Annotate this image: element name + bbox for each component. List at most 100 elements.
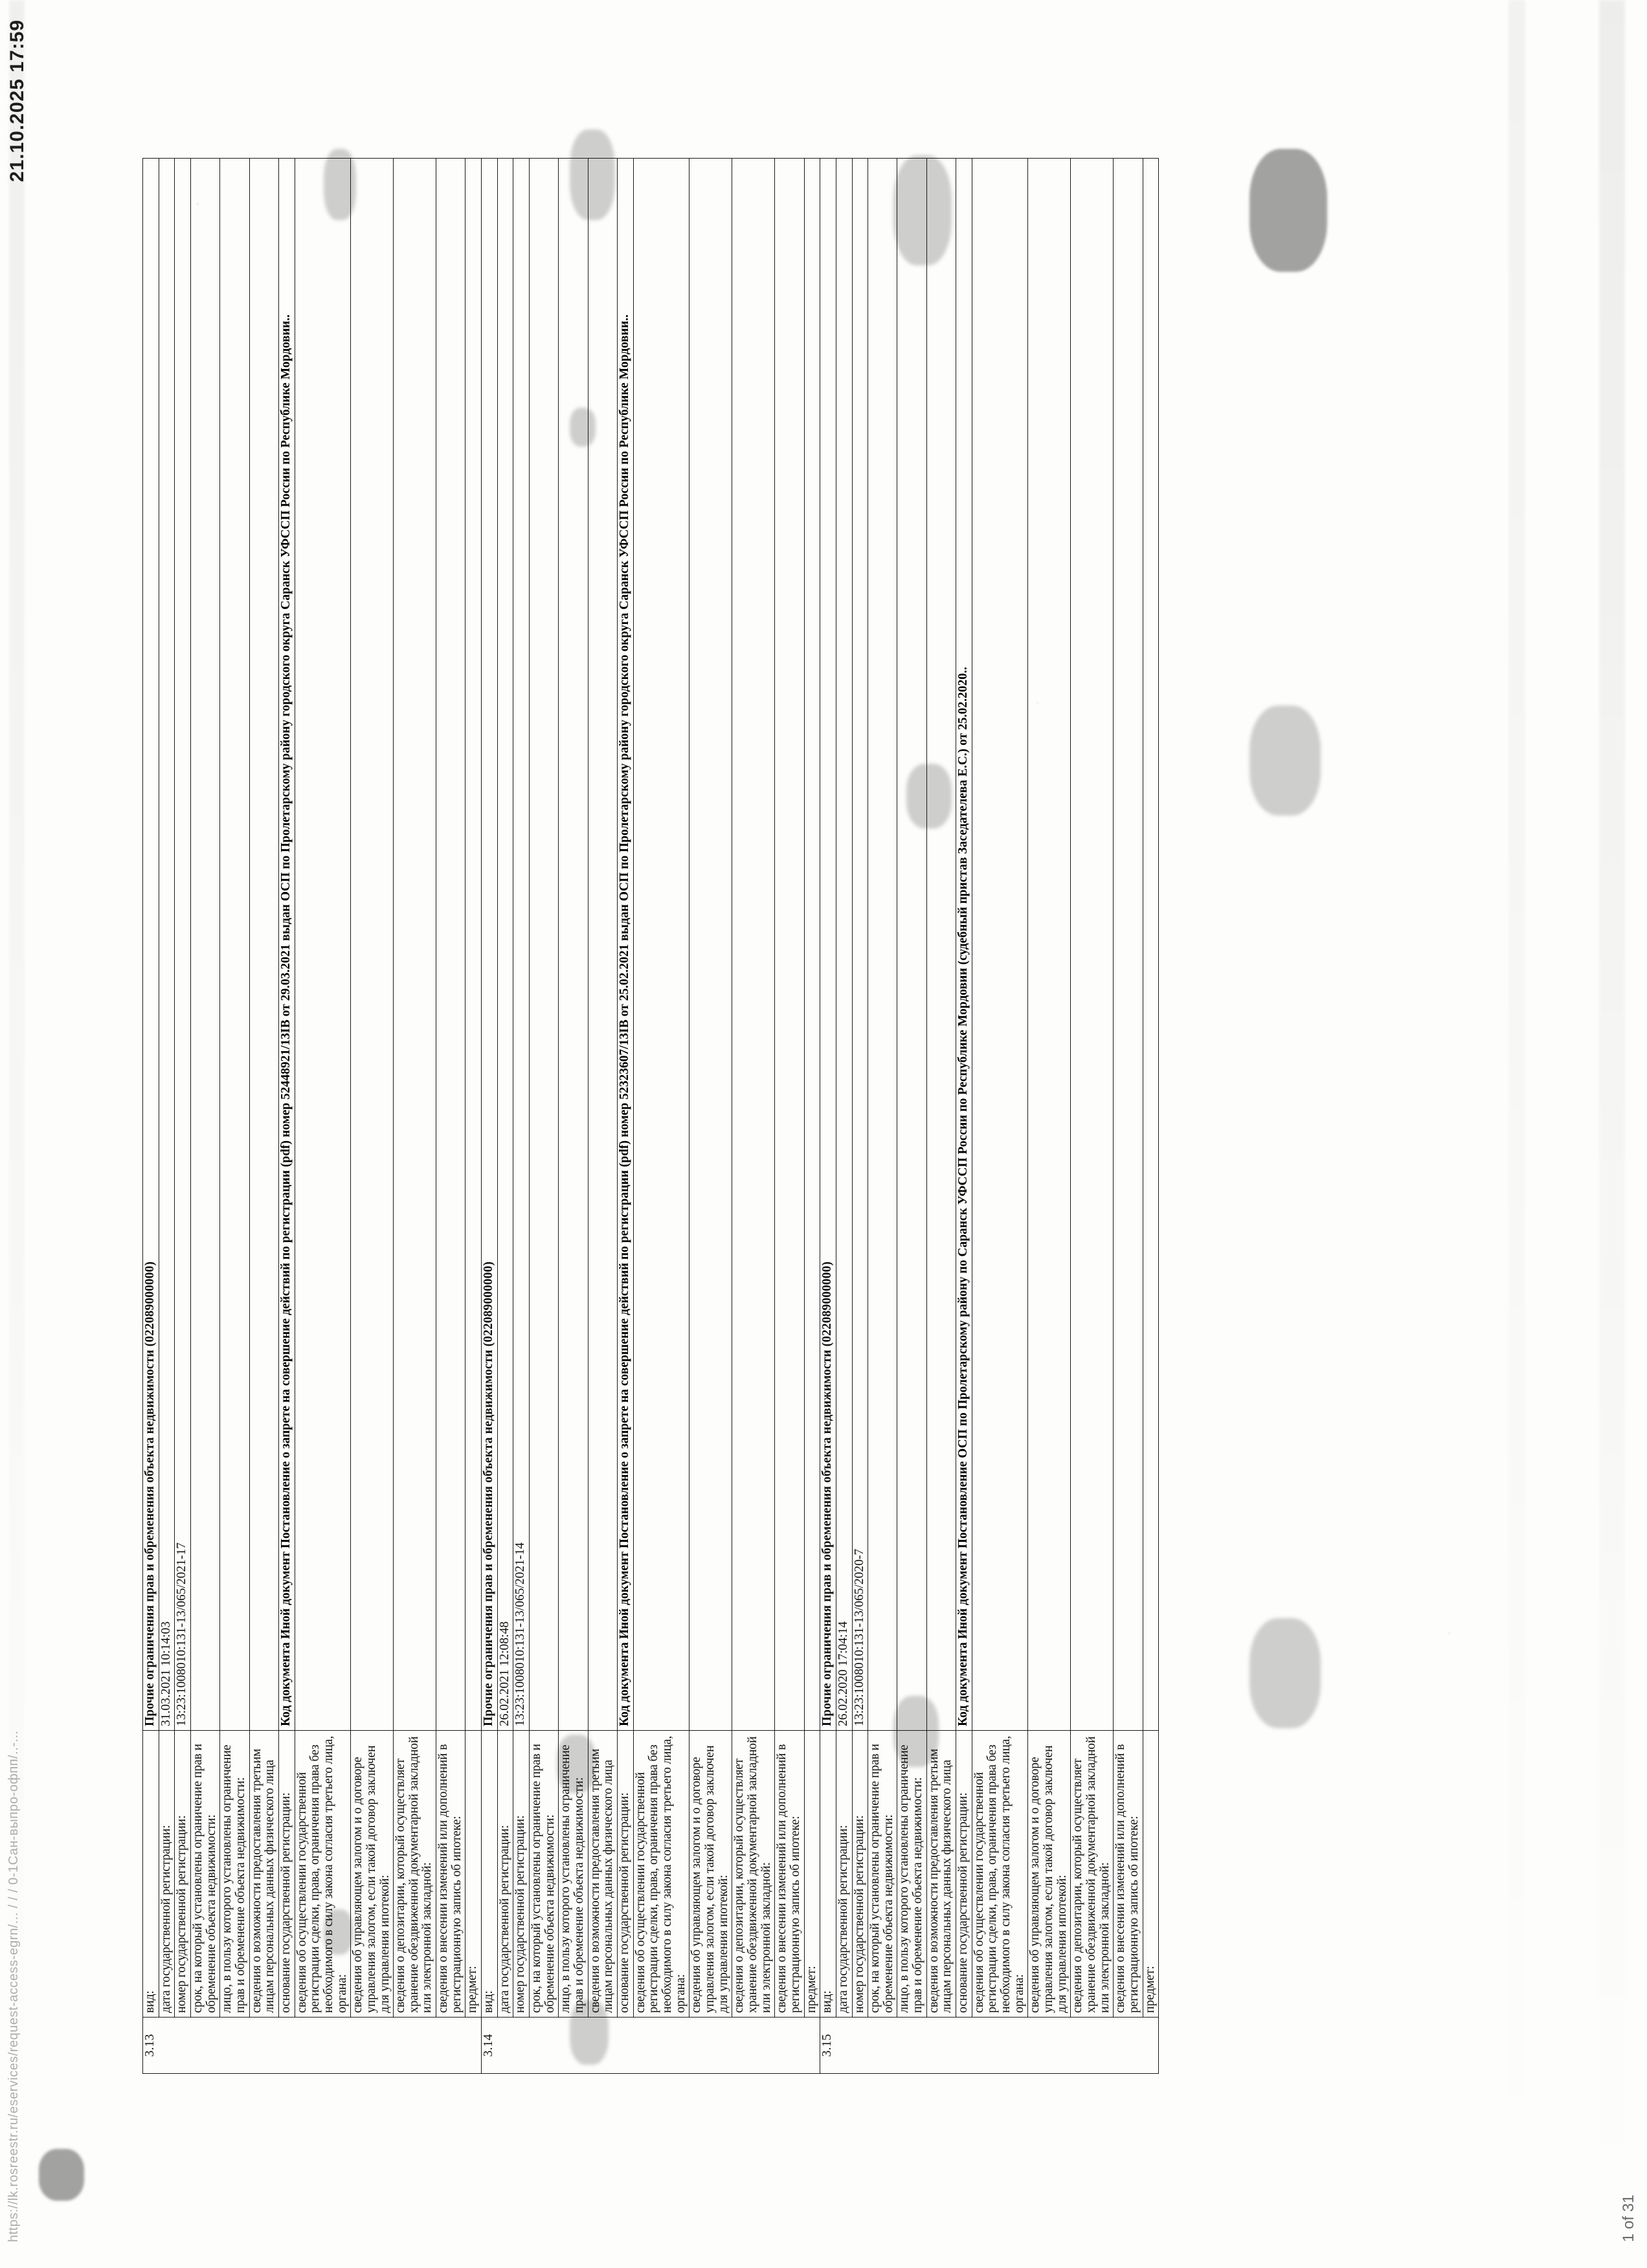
field-label-osnovanie: основание государственной регистрации: (617, 1730, 634, 2018)
field-label-osnovanie: основание государственной регистрации: (278, 1730, 295, 2018)
field-label-predmet: предмет: (465, 1730, 482, 2018)
field-label-osnovanie: основание государственной регистрации: (956, 1730, 972, 2018)
scan-smudge (1249, 1618, 1321, 1728)
scan-smudge (570, 2000, 609, 2065)
table-row: лицо, в пользу которого установлены огра… (219, 158, 250, 2074)
table-row: дата государственной регистрации: 26.02.2… (497, 158, 513, 2074)
print-timestamp: 21.10.2025 17:59 (6, 19, 28, 183)
table-row: номер государственной регистрации: 13:23:… (852, 158, 868, 2074)
table-row: номер государственной регистрации: 13:23:… (513, 158, 530, 2074)
field-label-sv-depozitariy: сведения о депозитарии, который осуществ… (393, 1730, 436, 2018)
table-row: сведения об осуществлении государственно… (972, 158, 1028, 2074)
field-label-sv-izmeneniy: сведения о внесении изменений или дополн… (774, 1730, 805, 2018)
browser-print-header: https://lk.rosreestr.ru/eservices/reques… (6, 1730, 21, 2242)
table-row: дата государственной регистрации: 26.02.2… (836, 158, 852, 2074)
encumbrances-table-body: 3.13 вид: Прочие ограничения прав и обреме… (142, 158, 1159, 2074)
table-row: сведения о внесении изменений или дополн… (1113, 158, 1143, 2074)
table-row: 3.13 вид: Прочие ограничения прав и обреме… (142, 158, 482, 2074)
table-row: сведения о внесении изменений или дополн… (436, 158, 465, 2074)
field-label-sv-izmeneniy: сведения о внесении изменений или дополн… (1113, 1730, 1143, 2018)
field-value-svedeniya-tretim (588, 158, 618, 1731)
field-label-data-gos-reg: дата государственной регистрации: (497, 1730, 513, 2018)
table-row: лицо, в пользу которого установлены огра… (897, 158, 927, 2074)
field-value-nomer-gos-reg: 13:23:1008010:131-13/065/2020-7 (852, 158, 868, 1731)
field-value-data-gos-reg: 26.02.2020 17:04:14 (836, 158, 852, 1731)
row-number-cell: 3.15 (820, 2017, 1159, 2074)
table-row: основание государственной регистрации: Ко… (278, 158, 295, 2074)
field-value-vid: Прочие ограничения прав и обременения об… (820, 158, 836, 1731)
field-label-v-polzu: лицо, в пользу которого установлены огра… (897, 1730, 927, 2018)
field-value-srok (529, 158, 559, 1731)
field-label-svedeniya-tretim: сведения о возможности предоставления тр… (588, 1730, 618, 2018)
scan-smudge (557, 1735, 596, 1793)
field-value-sv-osushch (295, 158, 351, 1731)
field-label-vid: вид: (142, 1730, 159, 2018)
field-label-v-polzu: лицо, в пользу которого установлены огра… (558, 1730, 588, 2018)
scan-smudge (324, 149, 356, 220)
field-label-sv-zalog: сведения об управляющем залогом и о дого… (1027, 1730, 1071, 2018)
field-label-data-gos-reg: дата государственной регистрации: (159, 1730, 175, 2018)
scan-edge-streak (9, 0, 25, 2268)
field-label-nomer-gos-reg: номер государственной регистрации: (174, 1730, 191, 2018)
field-label-sv-osushch: сведения об осуществлении государственно… (972, 1730, 1028, 2018)
table-row: дата государственной регистрации: 31.03.2… (159, 158, 175, 2074)
scan-smudge (1249, 706, 1321, 816)
table-row: основание государственной регистрации: Ко… (617, 158, 634, 2074)
scan-smudge (893, 1696, 939, 1767)
field-label-sv-izmeneniy: сведения о внесении изменений или дополн… (436, 1730, 465, 2018)
table-row: сведения о возможности предоставления тр… (249, 158, 279, 2074)
field-label-sv-zalog: сведения об управляющем залогом и о дого… (350, 1730, 394, 2018)
field-value-svedeniya-tretim (249, 158, 279, 1731)
field-label-svedeniya-tretim: сведения о возможности предоставления тр… (249, 1730, 279, 2018)
field-value-osnovanie: Код документа Иной документ Постановлени… (617, 158, 634, 1731)
field-value-sv-izmeneniy (436, 158, 465, 1731)
field-label-srok: срок, на который установлены ограничение… (529, 1730, 559, 2018)
field-value-predmet (1143, 158, 1159, 1731)
table-row: предмет: (465, 158, 482, 2074)
field-value-sv-zalog (1027, 158, 1071, 1731)
field-label-sv-depozitariy: сведения о депозитарии, который осуществ… (732, 1730, 775, 2018)
field-label-nomer-gos-reg: номер государственной регистрации: (513, 1730, 530, 2018)
field-label-srok: срок, на который установлены ограничение… (868, 1730, 897, 2018)
field-label-predmet: предмет: (804, 1730, 820, 2018)
table-row: срок, на который установлены ограничение… (529, 158, 559, 2074)
table-row: сведения о возможности предоставления тр… (926, 158, 956, 2074)
table-row: сведения о депозитарии, который осуществ… (1070, 158, 1114, 2074)
field-value-nomer-gos-reg: 13:23:1008010:131-13/065/2021-14 (513, 158, 530, 1731)
scan-edge-streak (1599, 0, 1625, 2268)
field-label-vid: вид: (481, 1730, 498, 2018)
scan-smudge (324, 1909, 353, 1955)
table-row: предмет: (1143, 158, 1159, 2074)
table-row: сведения об осуществлении государственно… (295, 158, 351, 2074)
table-row: срок, на который установлены ограничение… (190, 158, 220, 2074)
scan-smudge (893, 155, 952, 265)
field-value-sv-depozitariy (732, 158, 775, 1731)
table-row: основание государственной регистрации: Ко… (956, 158, 972, 2074)
field-value-osnovanie: Код документа Иной документ Постановлени… (278, 158, 295, 1731)
field-value-sv-osushch (972, 158, 1028, 1731)
field-label-svedeniya-tretim: сведения о возможности предоставления тр… (926, 1730, 956, 2018)
field-value-svedeniya-tretim (926, 158, 956, 1731)
table-row: сведения о депозитарии, который осуществ… (732, 158, 775, 2074)
encumbrances-table: 3.13 вид: Прочие ограничения прав и обреме… (142, 158, 1159, 2074)
table-row: сведения о депозитарии, который осуществ… (393, 158, 436, 2074)
table-row: номер государственной регистрации: 13:23:… (174, 158, 191, 2074)
field-label-predmet: предмет: (1143, 1730, 1159, 2018)
field-value-nomer-gos-reg: 13:23:1008010:131-13/065/2021-17 (174, 158, 191, 1731)
field-value-sv-depozitariy (393, 158, 436, 1731)
table-row: срок, на который установлены ограничение… (868, 158, 897, 2074)
field-value-srok (868, 158, 897, 1731)
field-label-srok: срок, на который установлены ограничение… (190, 1730, 220, 2018)
field-label-nomer-gos-reg: номер государственной регистрации: (852, 1730, 868, 2018)
table-row: сведения о возможности предоставления тр… (588, 158, 618, 2074)
table-row: 3.15 вид: Прочие ограничения прав и обреме… (820, 158, 1159, 2074)
field-label-vid: вид: (820, 1730, 836, 2018)
field-value-data-gos-reg: 26.02.2021 12:08:48 (497, 158, 513, 1731)
page-number: 1 of 31 (1620, 2194, 1637, 2242)
scan-smudge (570, 408, 596, 447)
table-row: сведения о внесении изменений или дополн… (774, 158, 805, 2074)
scan-smudge (39, 2149, 84, 2201)
field-label-v-polzu: лицо, в пользу которого установлены огра… (219, 1730, 250, 2018)
